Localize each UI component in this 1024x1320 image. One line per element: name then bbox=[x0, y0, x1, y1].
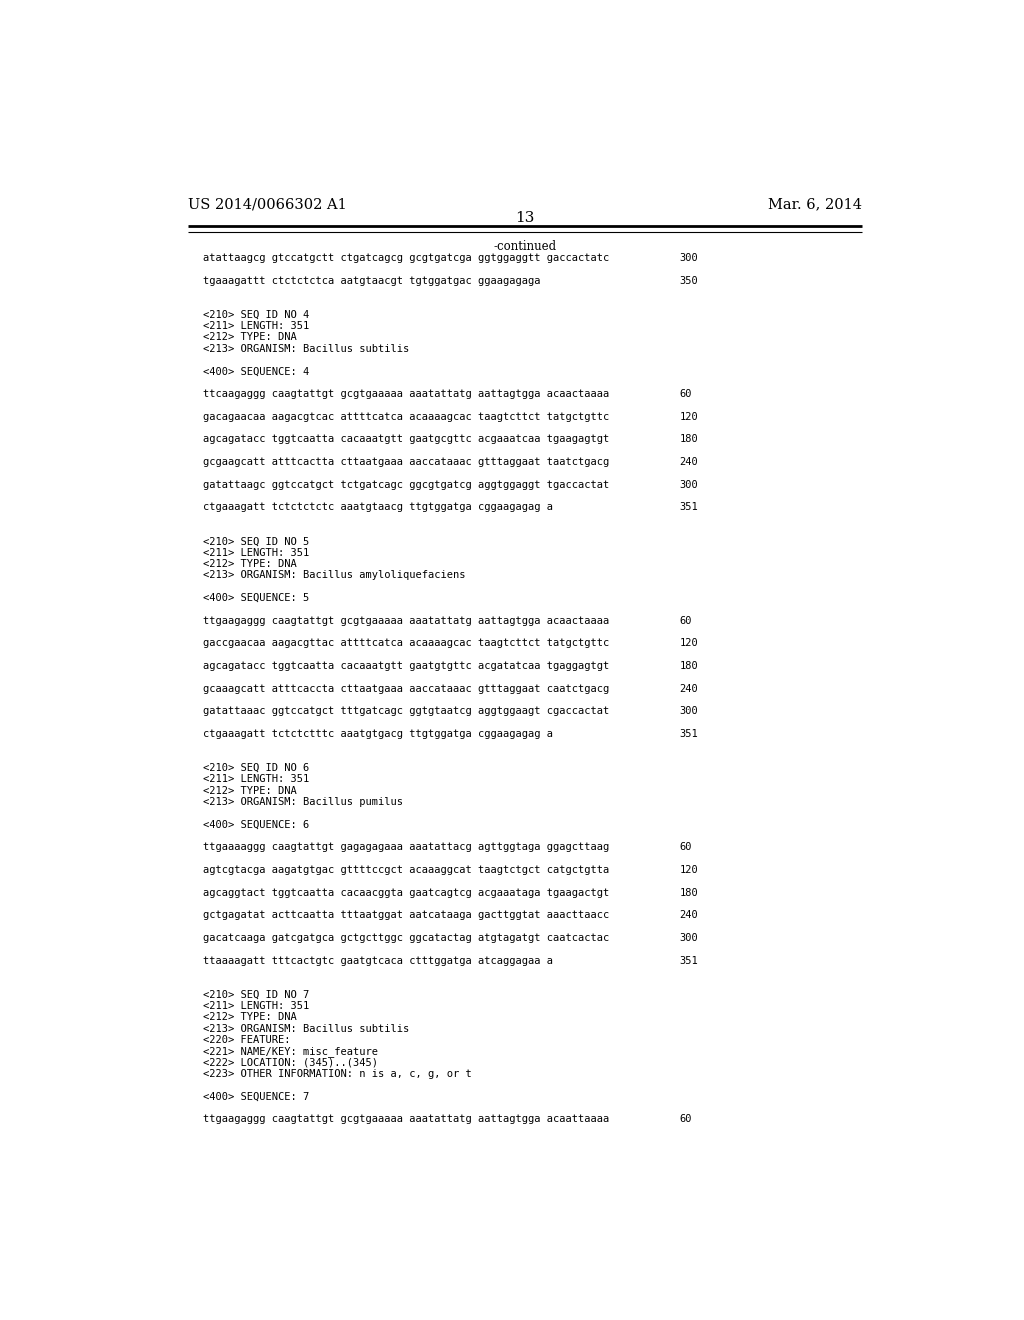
Text: <213> ORGANISM: Bacillus subtilis: <213> ORGANISM: Bacillus subtilis bbox=[204, 343, 410, 354]
Text: 60: 60 bbox=[680, 389, 692, 399]
Text: ctgaaagatt tctctctctc aaatgtaacg ttgtggatga cggaagagag a: ctgaaagatt tctctctctc aaatgtaacg ttgtgga… bbox=[204, 502, 553, 512]
Text: 351: 351 bbox=[680, 956, 698, 965]
Text: tgaaagattt ctctctctca aatgtaacgt tgtggatgac ggaagagaga: tgaaagattt ctctctctca aatgtaacgt tgtggat… bbox=[204, 276, 541, 285]
Text: <212> TYPE: DNA: <212> TYPE: DNA bbox=[204, 558, 297, 569]
Text: 240: 240 bbox=[680, 911, 698, 920]
Text: <213> ORGANISM: Bacillus amyloliquefaciens: <213> ORGANISM: Bacillus amyloliquefacie… bbox=[204, 570, 466, 581]
Text: agtcgtacga aagatgtgac gttttccgct acaaaggcat taagtctgct catgctgtta: agtcgtacga aagatgtgac gttttccgct acaaagg… bbox=[204, 865, 609, 875]
Text: <211> LENGTH: 351: <211> LENGTH: 351 bbox=[204, 1001, 309, 1011]
Text: 240: 240 bbox=[680, 684, 698, 693]
Text: 120: 120 bbox=[680, 639, 698, 648]
Text: 120: 120 bbox=[680, 412, 698, 421]
Text: 60: 60 bbox=[680, 1114, 692, 1125]
Text: 350: 350 bbox=[680, 276, 698, 285]
Text: ttcaagaggg caagtattgt gcgtgaaaaa aaatattatg aattagtgga acaactaaaa: ttcaagaggg caagtattgt gcgtgaaaaa aaatatt… bbox=[204, 389, 609, 399]
Text: 180: 180 bbox=[680, 434, 698, 445]
Text: 300: 300 bbox=[680, 933, 698, 942]
Text: agcagatacc tggtcaatta cacaaatgtt gaatgtgttc acgatatcaa tgaggagtgt: agcagatacc tggtcaatta cacaaatgtt gaatgtg… bbox=[204, 661, 609, 671]
Text: ctgaaagatt tctctctttc aaatgtgacg ttgtggatga cggaagagag a: ctgaaagatt tctctctttc aaatgtgacg ttgtgga… bbox=[204, 729, 553, 739]
Text: ttgaaaaggg caagtattgt gagagagaaa aaatattacg agttggtaga ggagcttaag: ttgaaaaggg caagtattgt gagagagaaa aaatatt… bbox=[204, 842, 609, 853]
Text: <220> FEATURE:: <220> FEATURE: bbox=[204, 1035, 291, 1045]
Text: <210> SEQ ID NO 5: <210> SEQ ID NO 5 bbox=[204, 536, 309, 546]
Text: gcgaagcatt atttcactta cttaatgaaa aaccataaac gtttaggaat taatctgacg: gcgaagcatt atttcactta cttaatgaaa aaccata… bbox=[204, 457, 609, 467]
Text: ttgaagaggg caagtattgt gcgtgaaaaa aaatattatg aattagtgga acaactaaaa: ttgaagaggg caagtattgt gcgtgaaaaa aaatatt… bbox=[204, 615, 609, 626]
Text: <400> SEQUENCE: 4: <400> SEQUENCE: 4 bbox=[204, 366, 309, 376]
Text: gacatcaaga gatcgatgca gctgcttggc ggcatactag atgtagatgt caatcactac: gacatcaaga gatcgatgca gctgcttggc ggcatac… bbox=[204, 933, 609, 942]
Text: Mar. 6, 2014: Mar. 6, 2014 bbox=[768, 197, 862, 211]
Text: 60: 60 bbox=[680, 615, 692, 626]
Text: <212> TYPE: DNA: <212> TYPE: DNA bbox=[204, 333, 297, 342]
Text: US 2014/0066302 A1: US 2014/0066302 A1 bbox=[187, 197, 346, 211]
Text: <211> LENGTH: 351: <211> LENGTH: 351 bbox=[204, 775, 309, 784]
Text: -continued: -continued bbox=[494, 240, 556, 252]
Text: <210> SEQ ID NO 4: <210> SEQ ID NO 4 bbox=[204, 310, 309, 319]
Text: 240: 240 bbox=[680, 457, 698, 467]
Text: 351: 351 bbox=[680, 502, 698, 512]
Text: <400> SEQUENCE: 5: <400> SEQUENCE: 5 bbox=[204, 593, 309, 603]
Text: <213> ORGANISM: Bacillus pumilus: <213> ORGANISM: Bacillus pumilus bbox=[204, 797, 403, 807]
Text: 300: 300 bbox=[680, 253, 698, 263]
Text: <222> LOCATION: (345)..(345): <222> LOCATION: (345)..(345) bbox=[204, 1057, 379, 1068]
Text: 180: 180 bbox=[680, 887, 698, 898]
Text: 351: 351 bbox=[680, 729, 698, 739]
Text: <212> TYPE: DNA: <212> TYPE: DNA bbox=[204, 1012, 297, 1022]
Text: gacagaacaa aagacgtcac attttcatca acaaaagcac taagtcttct tatgctgttc: gacagaacaa aagacgtcac attttcatca acaaaag… bbox=[204, 412, 609, 421]
Text: <400> SEQUENCE: 7: <400> SEQUENCE: 7 bbox=[204, 1092, 309, 1102]
Text: <223> OTHER INFORMATION: n is a, c, g, or t: <223> OTHER INFORMATION: n is a, c, g, o… bbox=[204, 1069, 472, 1078]
Text: gatattaagc ggtccatgct tctgatcagc ggcgtgatcg aggtggaggt tgaccactat: gatattaagc ggtccatgct tctgatcagc ggcgtga… bbox=[204, 479, 609, 490]
Text: gcaaagcatt atttcaccta cttaatgaaa aaccataaac gtttaggaat caatctgacg: gcaaagcatt atttcaccta cttaatgaaa aaccata… bbox=[204, 684, 609, 693]
Text: <213> ORGANISM: Bacillus subtilis: <213> ORGANISM: Bacillus subtilis bbox=[204, 1023, 410, 1034]
Text: 300: 300 bbox=[680, 706, 698, 717]
Text: ttgaagaggg caagtattgt gcgtgaaaaa aaatattatg aattagtgga acaattaaaa: ttgaagaggg caagtattgt gcgtgaaaaa aaatatt… bbox=[204, 1114, 609, 1125]
Text: gaccgaacaa aagacgttac attttcatca acaaaagcac taagtcttct tatgctgttc: gaccgaacaa aagacgttac attttcatca acaaaag… bbox=[204, 639, 609, 648]
Text: 180: 180 bbox=[680, 661, 698, 671]
Text: <211> LENGTH: 351: <211> LENGTH: 351 bbox=[204, 548, 309, 557]
Text: <221> NAME/KEY: misc_feature: <221> NAME/KEY: misc_feature bbox=[204, 1047, 379, 1057]
Text: gatattaaac ggtccatgct tttgatcagc ggtgtaatcg aggtggaagt cgaccactat: gatattaaac ggtccatgct tttgatcagc ggtgtaa… bbox=[204, 706, 609, 717]
Text: agcagatacc tggtcaatta cacaaatgtt gaatgcgttc acgaaatcaa tgaagagtgt: agcagatacc tggtcaatta cacaaatgtt gaatgcg… bbox=[204, 434, 609, 445]
Text: <210> SEQ ID NO 7: <210> SEQ ID NO 7 bbox=[204, 990, 309, 999]
Text: 13: 13 bbox=[515, 211, 535, 226]
Text: <210> SEQ ID NO 6: <210> SEQ ID NO 6 bbox=[204, 763, 309, 774]
Text: <400> SEQUENCE: 6: <400> SEQUENCE: 6 bbox=[204, 820, 309, 829]
Text: atattaagcg gtccatgctt ctgatcagcg gcgtgatcga ggtggaggtt gaccactatc: atattaagcg gtccatgctt ctgatcagcg gcgtgat… bbox=[204, 253, 609, 263]
Text: 60: 60 bbox=[680, 842, 692, 853]
Text: gctgagatat acttcaatta tttaatggat aatcataaga gacttggtat aaacttaacc: gctgagatat acttcaatta tttaatggat aatcata… bbox=[204, 911, 609, 920]
Text: ttaaaagatt tttcactgtc gaatgtcaca ctttggatga atcaggagaa a: ttaaaagatt tttcactgtc gaatgtcaca ctttgga… bbox=[204, 956, 553, 965]
Text: agcaggtact tggtcaatta cacaacggta gaatcagtcg acgaaataga tgaagactgt: agcaggtact tggtcaatta cacaacggta gaatcag… bbox=[204, 887, 609, 898]
Text: <212> TYPE: DNA: <212> TYPE: DNA bbox=[204, 785, 297, 796]
Text: <211> LENGTH: 351: <211> LENGTH: 351 bbox=[204, 321, 309, 331]
Text: 300: 300 bbox=[680, 479, 698, 490]
Text: 120: 120 bbox=[680, 865, 698, 875]
